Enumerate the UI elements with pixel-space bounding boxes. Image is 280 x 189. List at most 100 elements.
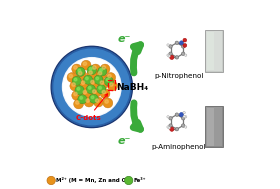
Circle shape bbox=[87, 69, 97, 79]
Circle shape bbox=[74, 66, 77, 69]
Circle shape bbox=[100, 89, 110, 98]
Text: e⁻: e⁻ bbox=[117, 136, 131, 146]
Circle shape bbox=[85, 77, 88, 80]
Circle shape bbox=[181, 124, 185, 127]
Circle shape bbox=[102, 90, 106, 94]
Circle shape bbox=[102, 66, 106, 69]
Circle shape bbox=[83, 75, 93, 84]
Circle shape bbox=[168, 127, 170, 129]
Circle shape bbox=[175, 113, 179, 116]
Circle shape bbox=[72, 83, 75, 86]
Circle shape bbox=[91, 64, 101, 74]
Circle shape bbox=[95, 99, 99, 102]
Bar bbox=[207, 32, 214, 70]
Circle shape bbox=[72, 76, 81, 85]
Circle shape bbox=[78, 95, 87, 104]
Circle shape bbox=[69, 74, 73, 78]
Circle shape bbox=[181, 45, 185, 48]
Circle shape bbox=[181, 52, 185, 55]
Circle shape bbox=[81, 60, 91, 70]
Circle shape bbox=[170, 127, 174, 131]
Circle shape bbox=[83, 90, 87, 94]
Circle shape bbox=[104, 77, 113, 86]
Circle shape bbox=[99, 87, 101, 89]
Circle shape bbox=[76, 101, 79, 104]
Circle shape bbox=[78, 71, 82, 75]
Circle shape bbox=[89, 79, 99, 88]
Circle shape bbox=[74, 78, 77, 81]
Circle shape bbox=[94, 97, 103, 107]
Circle shape bbox=[185, 126, 187, 128]
Circle shape bbox=[86, 99, 90, 102]
Bar bbox=[205, 30, 223, 72]
Circle shape bbox=[108, 74, 111, 78]
Circle shape bbox=[96, 70, 106, 80]
Circle shape bbox=[81, 81, 85, 84]
Circle shape bbox=[169, 45, 172, 48]
Circle shape bbox=[77, 88, 80, 90]
Circle shape bbox=[183, 115, 185, 118]
Circle shape bbox=[93, 90, 96, 93]
Circle shape bbox=[86, 85, 95, 94]
Text: e⁻: e⁻ bbox=[117, 34, 131, 44]
Circle shape bbox=[179, 112, 184, 117]
Circle shape bbox=[169, 52, 172, 55]
Circle shape bbox=[89, 71, 92, 74]
Circle shape bbox=[89, 94, 98, 103]
Circle shape bbox=[96, 77, 99, 80]
Circle shape bbox=[100, 64, 110, 74]
Circle shape bbox=[169, 124, 172, 127]
Circle shape bbox=[110, 83, 113, 86]
Circle shape bbox=[183, 44, 187, 47]
Circle shape bbox=[179, 41, 183, 45]
Circle shape bbox=[79, 79, 89, 89]
Circle shape bbox=[167, 44, 169, 46]
Circle shape bbox=[67, 73, 77, 82]
Bar bbox=[206, 31, 222, 71]
Circle shape bbox=[181, 117, 185, 120]
Bar bbox=[205, 106, 223, 147]
Circle shape bbox=[51, 46, 132, 128]
Circle shape bbox=[88, 87, 91, 89]
Circle shape bbox=[89, 68, 92, 70]
Circle shape bbox=[100, 81, 104, 84]
Circle shape bbox=[91, 96, 94, 99]
FancyArrowPatch shape bbox=[133, 103, 141, 129]
Circle shape bbox=[106, 73, 116, 82]
Circle shape bbox=[63, 59, 120, 115]
Circle shape bbox=[91, 88, 101, 98]
Circle shape bbox=[47, 176, 55, 185]
Circle shape bbox=[100, 69, 102, 71]
Circle shape bbox=[80, 97, 83, 99]
Circle shape bbox=[74, 92, 77, 96]
Circle shape bbox=[175, 56, 179, 59]
Bar bbox=[108, 80, 115, 90]
Circle shape bbox=[105, 100, 108, 103]
Circle shape bbox=[175, 41, 179, 45]
Circle shape bbox=[167, 116, 169, 118]
Circle shape bbox=[94, 75, 103, 84]
Circle shape bbox=[125, 176, 133, 185]
Circle shape bbox=[183, 112, 185, 114]
Circle shape bbox=[74, 99, 83, 109]
Text: C-dots: C-dots bbox=[75, 94, 108, 121]
Text: p-Nitrophenol: p-Nitrophenol bbox=[154, 73, 204, 79]
Text: NaBH₄: NaBH₄ bbox=[116, 83, 148, 92]
Text: p-Aminophenol: p-Aminophenol bbox=[151, 144, 206, 150]
Circle shape bbox=[106, 79, 109, 81]
Bar bbox=[206, 107, 222, 146]
Circle shape bbox=[98, 71, 102, 75]
Text: Fe³⁺: Fe³⁺ bbox=[134, 178, 146, 183]
Circle shape bbox=[83, 62, 87, 65]
Circle shape bbox=[78, 69, 81, 72]
Circle shape bbox=[52, 47, 131, 126]
Circle shape bbox=[167, 126, 169, 128]
Circle shape bbox=[167, 54, 169, 56]
Circle shape bbox=[93, 66, 96, 69]
Circle shape bbox=[54, 49, 130, 125]
Circle shape bbox=[185, 44, 187, 46]
Circle shape bbox=[185, 116, 187, 118]
Circle shape bbox=[62, 58, 121, 116]
Circle shape bbox=[170, 55, 174, 60]
Circle shape bbox=[70, 81, 80, 91]
